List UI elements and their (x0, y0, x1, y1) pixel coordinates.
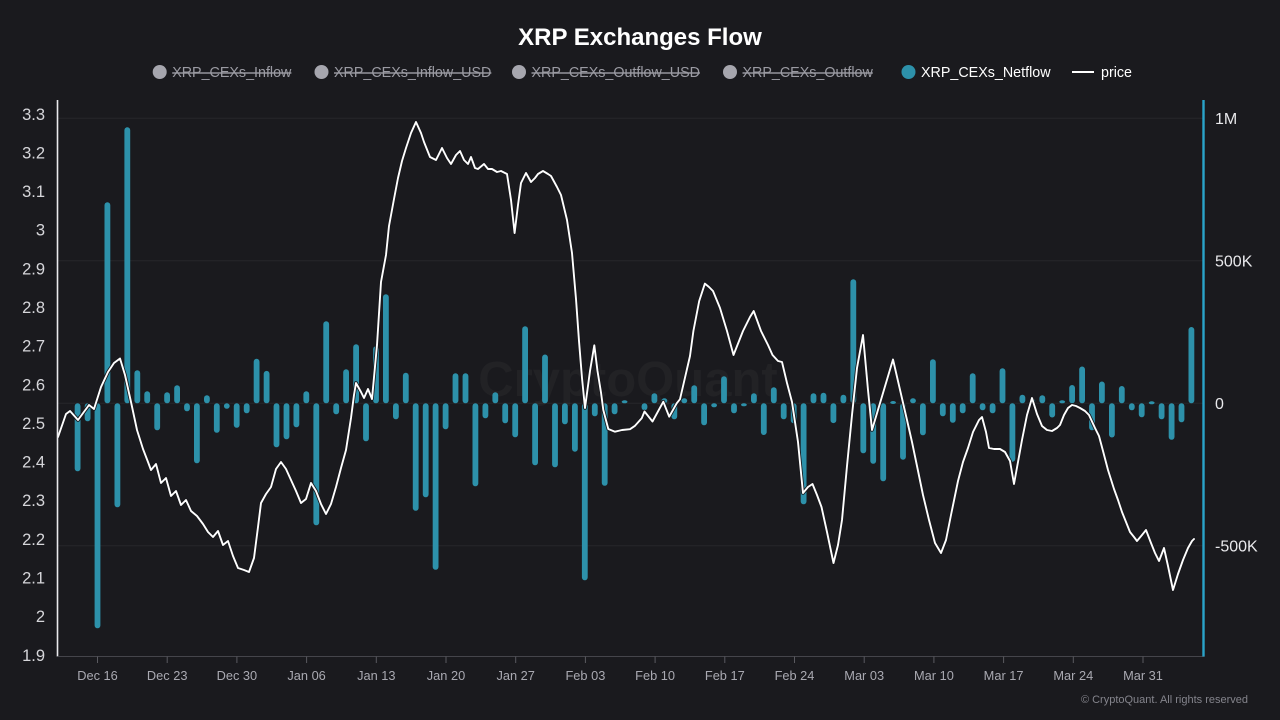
svg-text:3.2: 3.2 (22, 144, 45, 162)
svg-text:Mar 31: Mar 31 (1123, 668, 1163, 683)
svg-text:Feb 10: Feb 10 (635, 668, 675, 683)
svg-text:2.9: 2.9 (22, 260, 45, 278)
svg-text:2.1: 2.1 (22, 570, 45, 588)
svg-text:Jan 13: Jan 13 (357, 668, 395, 683)
svg-text:XRP_CEXs_Inflow: XRP_CEXs_Inflow (172, 65, 292, 81)
svg-text:Jan 06: Jan 06 (287, 668, 325, 683)
svg-text:XRP_CEXs_Netflow: XRP_CEXs_Netflow (921, 65, 1051, 81)
svg-text:2.3: 2.3 (22, 492, 45, 510)
svg-text:© CryptoQuant. All rights rese: © CryptoQuant. All rights reserved (1081, 694, 1248, 706)
svg-text:3.1: 3.1 (22, 183, 45, 201)
svg-text:2.2: 2.2 (22, 531, 45, 549)
svg-text:XRP_CEXs_Outflow: XRP_CEXs_Outflow (743, 65, 874, 81)
svg-text:Jan 27: Jan 27 (496, 668, 534, 683)
svg-text:Mar 17: Mar 17 (984, 668, 1024, 683)
svg-text:Dec 30: Dec 30 (217, 668, 258, 683)
svg-text:1.9: 1.9 (22, 647, 45, 665)
svg-text:Feb 24: Feb 24 (775, 668, 815, 683)
svg-text:price: price (1101, 65, 1132, 81)
svg-text:0: 0 (1215, 396, 1224, 413)
svg-text:3.3: 3.3 (22, 106, 45, 124)
svg-text:Dec 16: Dec 16 (77, 668, 118, 683)
svg-text:Mar 10: Mar 10 (914, 668, 954, 683)
svg-text:Feb 17: Feb 17 (705, 668, 745, 683)
svg-text:Dec 23: Dec 23 (147, 668, 188, 683)
svg-text:XRP_CEXs_Inflow_USD: XRP_CEXs_Inflow_USD (334, 65, 491, 81)
svg-text:2.4: 2.4 (22, 454, 45, 472)
svg-text:2.8: 2.8 (22, 299, 45, 317)
svg-text:1M: 1M (1215, 111, 1237, 128)
svg-text:XRP Exchanges Flow: XRP Exchanges Flow (518, 24, 762, 51)
svg-text:500K: 500K (1215, 253, 1253, 270)
svg-text:2.7: 2.7 (22, 338, 45, 356)
svg-text:3: 3 (36, 222, 45, 240)
svg-text:Feb 03: Feb 03 (565, 668, 605, 683)
svg-text:XRP_CEXs_Outflow_USD: XRP_CEXs_Outflow_USD (532, 65, 700, 81)
svg-text:2.5: 2.5 (22, 415, 45, 433)
svg-text:2.6: 2.6 (22, 376, 45, 394)
svg-text:Mar 03: Mar 03 (844, 668, 884, 683)
svg-text:Mar 24: Mar 24 (1053, 668, 1093, 683)
svg-text:2: 2 (36, 608, 45, 626)
svg-text:-500K: -500K (1215, 539, 1258, 556)
svg-text:Jan 20: Jan 20 (427, 668, 465, 683)
